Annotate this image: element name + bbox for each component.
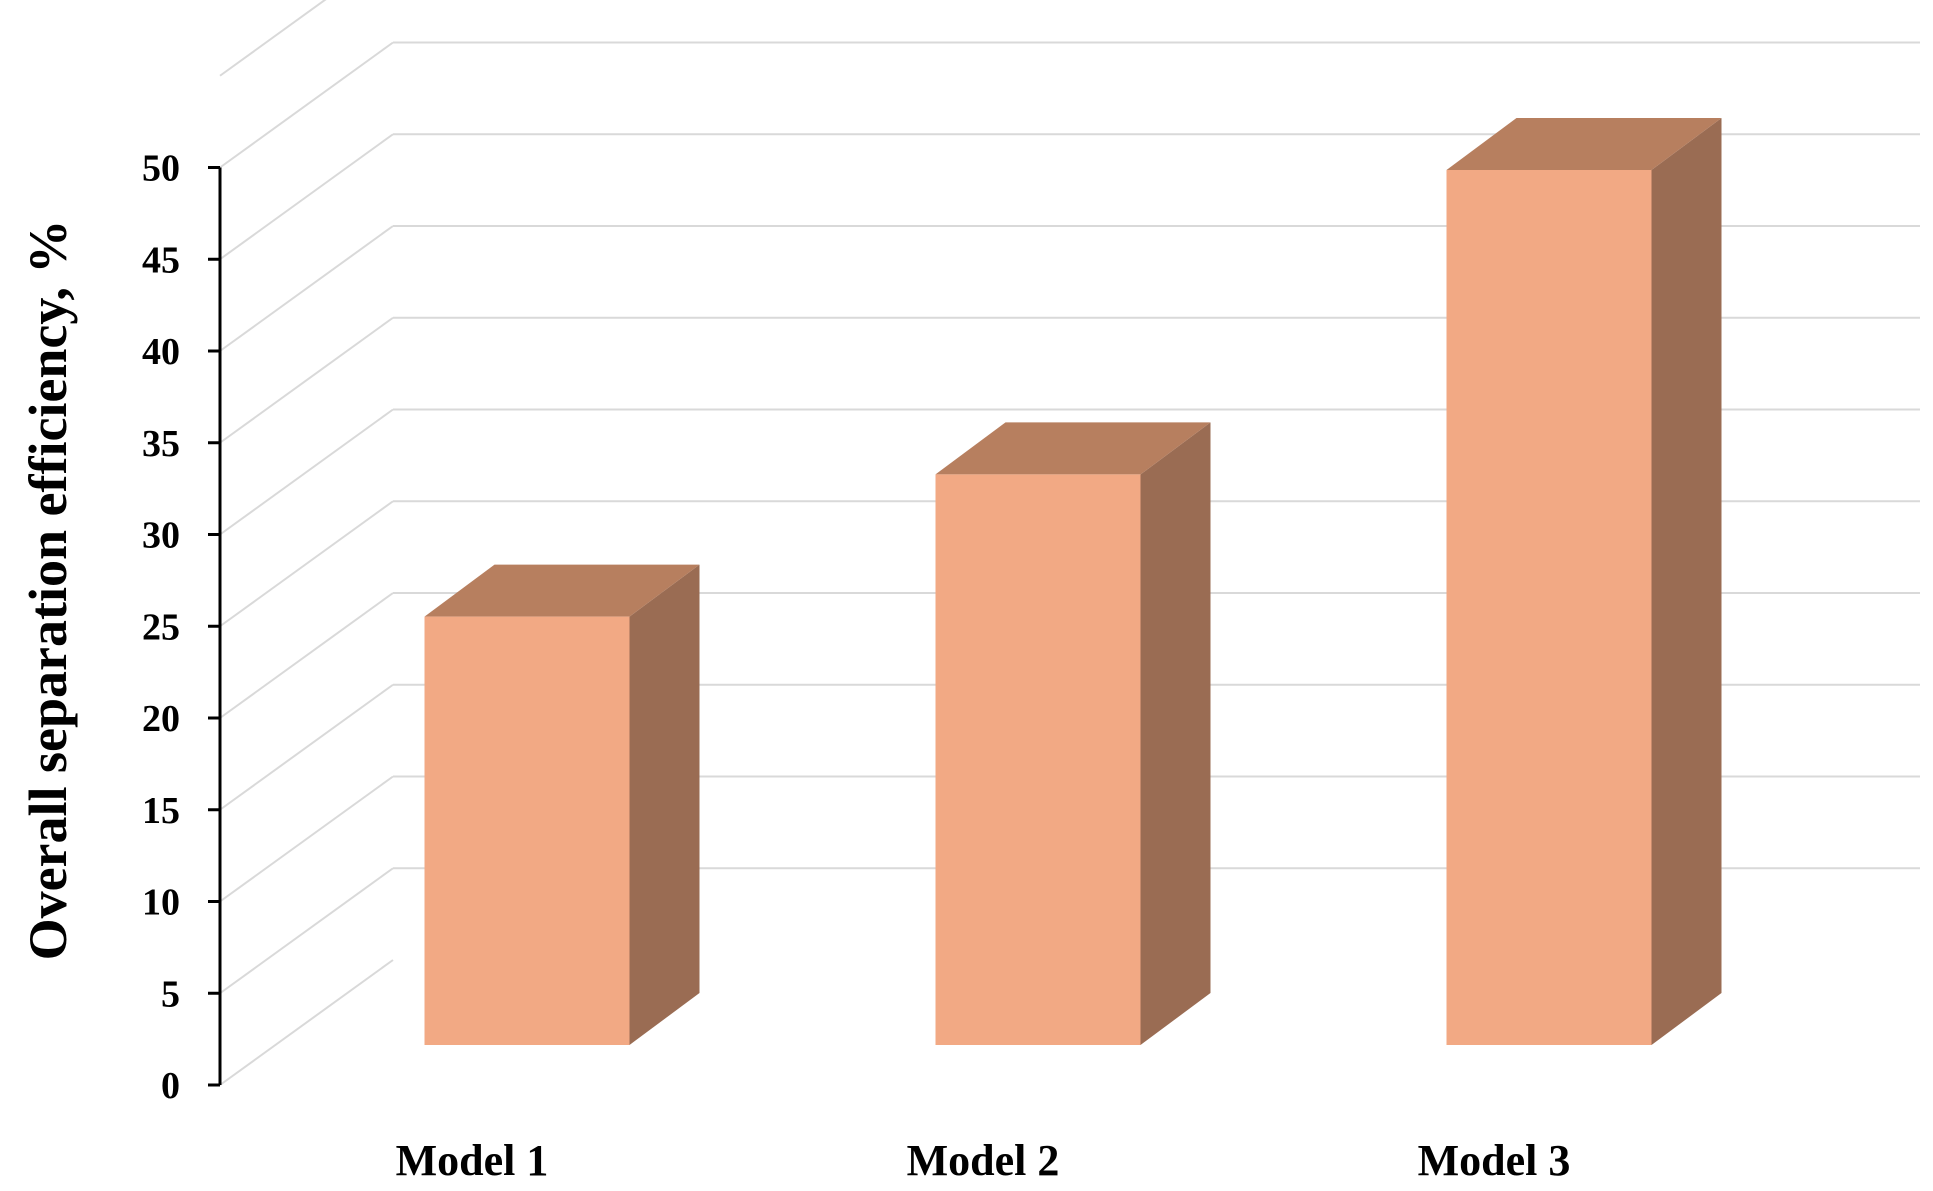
x-tick-label: Model 3 — [1418, 1136, 1571, 1185]
bars — [424, 118, 1722, 1045]
gridline-diagonal — [219, 775, 394, 903]
bar-front — [935, 474, 1141, 1045]
y-axis-title: Overall separation efficiency, % — [18, 220, 78, 961]
bar-top — [935, 422, 1211, 475]
y-tick-label: 20 — [142, 698, 180, 740]
y-tick-label: 15 — [142, 790, 180, 832]
gridline-diagonal — [219, 592, 394, 719]
bar-1 — [424, 564, 700, 1045]
y-tick-label: 10 — [142, 882, 180, 924]
bar-front — [1446, 170, 1652, 1045]
bar-top — [424, 564, 700, 617]
y-tick-label: 5 — [161, 973, 180, 1015]
bar-2 — [935, 422, 1211, 1045]
gridline-diagonal — [219, 41, 394, 169]
bar-top — [1446, 118, 1722, 170]
x-tick-label: Model 1 — [396, 1136, 549, 1185]
y-tick-label: 50 — [142, 148, 180, 190]
gridline-diagonal — [219, 683, 394, 811]
y-tick-label: 35 — [142, 423, 180, 465]
y-tick-label: 45 — [142, 239, 180, 281]
y-tick-label: 25 — [142, 606, 180, 648]
bar-side — [629, 564, 700, 1045]
y-tick-label: 0 — [161, 1065, 180, 1107]
y-axis: 0 5 10 15 20 25 30 35 40 45 50 — [142, 148, 222, 1107]
gridline-diagonal — [219, 133, 394, 261]
bar-3 — [1446, 118, 1722, 1045]
gridline-diagonal — [219, 959, 394, 1086]
gridline-diagonal — [219, 316, 394, 444]
gridline-diagonal — [219, 225, 394, 352]
gridline-diagonal — [219, 867, 394, 995]
gridline-diagonal — [219, 500, 394, 628]
x-tick-label: Model 2 — [907, 1136, 1060, 1185]
gridline-diagonal — [219, 0, 327, 77]
bar-side — [1140, 422, 1211, 1045]
gridline-diagonal — [219, 408, 394, 536]
y-tick-label: 30 — [142, 515, 180, 557]
bar-front — [424, 616, 630, 1045]
x-axis-labels: Model 1 Model 2 Model 3 — [396, 1136, 1571, 1185]
y-tick-label: 40 — [142, 331, 180, 373]
bar-side — [1651, 118, 1722, 1045]
